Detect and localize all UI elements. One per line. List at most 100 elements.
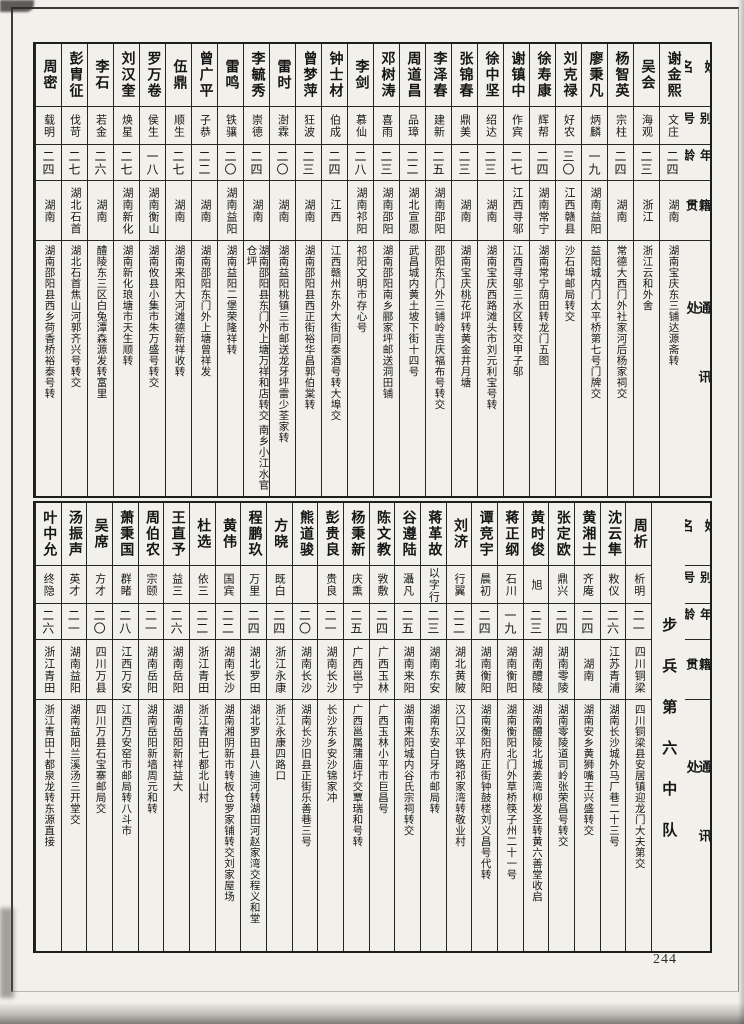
entry-age: 二二 [194, 608, 209, 635]
entry-name-cell: 吴席 [87, 503, 112, 565]
entry-name-cell: 罗万卷 [140, 44, 165, 106]
entry-address-cell: 湖南醴陵北城姜湾柳发圣转黄六善堂收启 [523, 699, 549, 951]
entry-address: 湖南邵阳县东门外上塘万祥和店转交 南乡小江水官仓坪 [245, 245, 269, 491]
entry-native-cell: 湖南岳阳 [138, 639, 164, 699]
entry-native-cell: 湖南 [192, 180, 217, 240]
header-alias-label: 别号 [685, 112, 710, 129]
roster-entry-column: 李泽春 建新 二五 湖南邵阳 邵阳东门外三铺岭吉庆福布号转交 [425, 44, 451, 496]
roster-entry-column: 谭竞宇 晨初 二四 湖南衡阳 湖南衡阳府正街钟鼓楼刘义昌号代转 [471, 503, 497, 951]
entry-alias-cell: 以字行 [420, 565, 446, 603]
roster-entry-column: 蒋正纲 石川 一九 湖南衡阳 湖南衡阳北门外草桥筷子州二十一号 [497, 503, 523, 951]
section-title-column: 步兵第六中队 [651, 503, 685, 951]
entry-age: 二四 [246, 608, 261, 635]
roster-entry-column: 徐寿康 辉帮 二四 湖南常宁 湖南常宁荫田转龙门五图 [529, 44, 555, 496]
entry-address-cell: 广西邕属蒲庙圩交覃瑞和号转 [343, 699, 369, 951]
entry-name: 李毓秀 [249, 51, 265, 99]
entry-alias: 齐庵 [581, 572, 594, 597]
entry-alias-cell: 焕星 [114, 106, 139, 144]
entry-alias: 敩敷 [375, 572, 388, 597]
scan-artifact [0, 908, 14, 998]
roster-entry-column: 蒋革故 以字行 二三 湖南东安 湖南东安白牙市邮局转 [419, 503, 446, 951]
entry-native: 湖南衡山 [147, 186, 159, 235]
entry-address-cell: 湖南湘阴新市转板仓罗家铺转交刘家屋场 [215, 699, 241, 951]
entry-alias: 澍霖 [276, 113, 289, 138]
entry-native: 湖南岳阳 [145, 645, 158, 694]
roster-entry-column: 曾梦萍 狂波 二三 湖南 湖南邵阳县西正街裕华昌郭伯棠转 [295, 44, 321, 496]
roster-entry-column: 李毓秀 崇德 二四 湖南 湖南邵阳县东门外上塘万祥和店转交 南乡小江水官仓坪 [243, 44, 269, 496]
entry-name: 程鹏玖 [246, 510, 262, 558]
entry-name: 杨智英 [613, 51, 629, 99]
entry-age: 二五 [400, 608, 415, 635]
entry-alias-cell: 子恭 [192, 106, 217, 144]
entry-address: 浙江永康四路口 [274, 704, 286, 781]
entry-name-cell: 吴会 [634, 44, 659, 106]
entry-name-cell: 谭竞宇 [472, 503, 497, 565]
entry-native: 江苏青浦 [607, 645, 620, 694]
entry-address: 湖南新化琅塘市天生顺转 [121, 245, 133, 366]
entry-alias-cell: 析明 [626, 565, 652, 603]
entry-age: 二一 [66, 608, 81, 635]
entry-alias: 喜雨 [380, 113, 393, 138]
entry-age-cell: 二二 [215, 603, 241, 639]
entry-name: 黄湘士 [580, 510, 596, 558]
entry-native: 湖南 [251, 198, 263, 223]
entry-native: 湖南长沙 [222, 645, 235, 694]
roster-entry-column: 沈云隼 敉仪 二六 江苏青浦 湖南长沙城外马厂巷二十三号 [599, 503, 626, 951]
entry-age: 二〇 [92, 608, 107, 635]
header-name-label: 姓名 [685, 519, 710, 548]
entry-name-cell: 李剑 [348, 44, 373, 106]
entry-address: 益阳城内门太平桥第七号门牌交 [589, 245, 601, 399]
roster-table-bottom: 姓名 别号 年龄 籍贯 通讯处 步兵第六中队 周析 析明 二一 四川铜梁 四川铜… [33, 501, 712, 953]
entry-address-cell: 湖南邵阳南乡郦家坪邮送洞田铺 [374, 240, 399, 496]
section-title: 步兵第六中队 [660, 617, 677, 863]
entry-address: 湖北石首焦山河郭齐兴号转交 [69, 245, 81, 388]
entry-name: 李石 [93, 59, 109, 91]
entry-name: 廖秉凡 [587, 51, 603, 99]
entry-name-cell: 汤振声 [62, 503, 87, 565]
entry-name: 刘济 [452, 518, 467, 550]
entry-age-cell: 二四 [660, 144, 685, 180]
entry-address: 湖南邵阳县西乡荷香桥裕泰号转 [43, 245, 55, 399]
entry-name: 张锦春 [457, 51, 473, 99]
entry-address: 浙江青田十都泉龙转东源直接 [43, 704, 55, 847]
entry-native-cell: 湖南 [575, 639, 600, 699]
header-age-label: 年龄 [685, 608, 710, 624]
entry-native: 江西万安 [119, 645, 132, 694]
roster-entry-column: 李石 若金 二六 湖南 醴陵东三区白兔潭森源发转富里 [87, 44, 113, 496]
entry-address-cell: 湖南邵阳县东门外上塘万祥和店转交 南乡小江水官仓坪 [244, 240, 269, 496]
entry-alias: 石川 [504, 572, 517, 597]
entry-name-cell: 沈云隼 [601, 503, 626, 565]
entry-alias: 灄凡 [401, 572, 414, 597]
entry-address-cell: 湖南宝庆东三铺达源斋转 [660, 240, 685, 496]
entry-age: 二四 [374, 608, 389, 635]
entry-address: 湖南安乡黄狮嘴王兴盛转交 [582, 704, 594, 836]
entry-age-cell: 二四 [549, 603, 575, 639]
entry-age: 二二 [197, 149, 211, 176]
entry-age: 二八 [117, 608, 132, 635]
roster-entry-column: 程鹏玖 万里 二四 湖北罗田 湖北罗田县八迪河转湖田河赵家湾交程义和堂 [240, 503, 266, 951]
entry-age-cell: 二〇 [218, 144, 243, 180]
entry-address: 广西邕属蒲庙圩交覃瑞和号转 [351, 704, 363, 847]
entry-age-cell: 二四 [369, 603, 395, 639]
entry-age: 二三 [425, 608, 440, 635]
entry-alias-cell: 旭 [523, 565, 549, 603]
entry-alias: 品璋 [406, 113, 419, 138]
entry-native-cell: 湖北宣恩 [400, 180, 425, 240]
entry-native: 湖南新化 [121, 186, 133, 235]
entry-age: 二四 [327, 149, 341, 176]
entry-native: 湖南益阳 [68, 645, 81, 694]
entry-address-cell: 湖南岳阳新祥益大 [164, 699, 189, 951]
entry-age-cell: 二四 [322, 144, 347, 180]
roster-entry-column: 雷时 澍霖 二〇 湖南 湖南益阳桃镇三市邮送龙牙坪雷少荃家转 [269, 44, 295, 496]
entry-name: 谢金熙 [665, 51, 681, 99]
roster-entry-column: 刘克禄 好农 三〇 江西赣县 沙石埠邮局转交 [555, 44, 581, 496]
entry-name-cell: 邓树涛 [374, 44, 399, 106]
entry-native: 湖南来阳 [402, 645, 415, 694]
entry-address: 湖南攸县小集市朱万盛号转交 [147, 245, 159, 388]
entry-name-cell: 程鹏玖 [241, 503, 266, 565]
entry-native-cell: 浙江永康 [266, 639, 292, 699]
entry-native: 湖南 [199, 198, 211, 223]
entry-age: 二三 [379, 149, 393, 176]
entry-alias-cell: 顺生 [166, 106, 191, 144]
entry-age-cell: 二二 [400, 144, 425, 180]
